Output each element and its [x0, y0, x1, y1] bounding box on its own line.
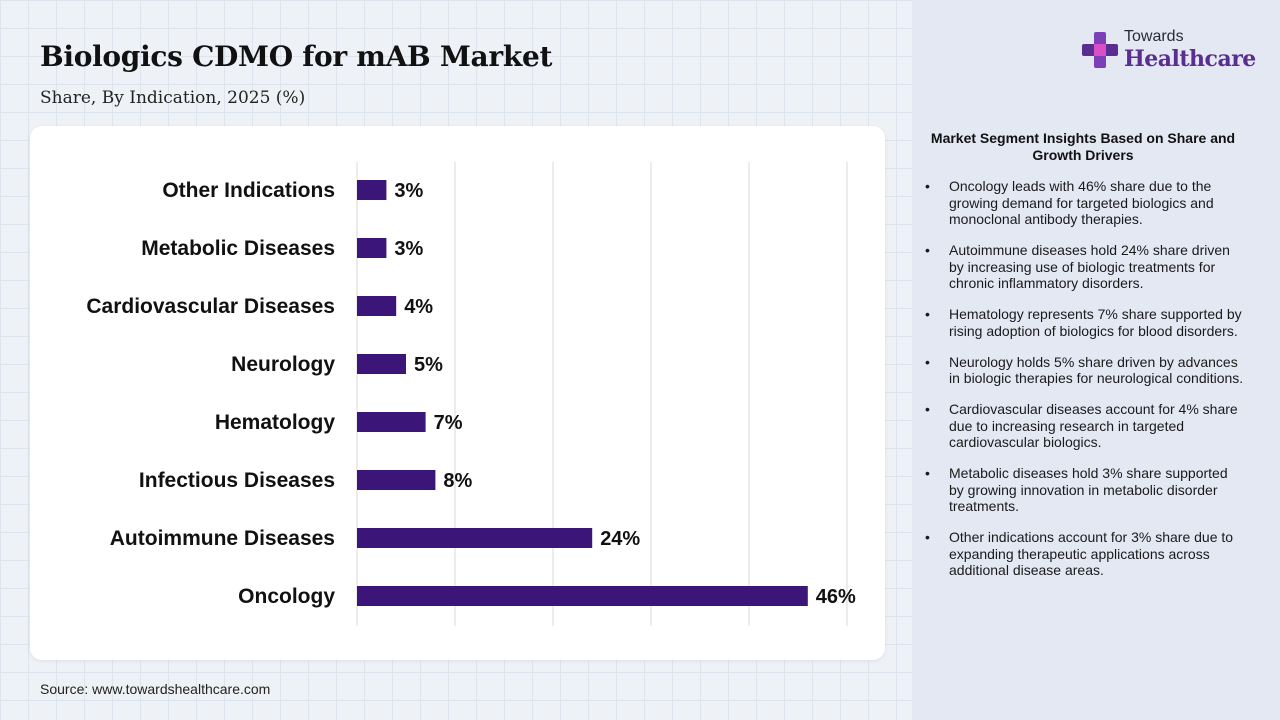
bullet-icon: • [925, 353, 930, 370]
plus-cross-logo-icon [1082, 32, 1118, 68]
bar [357, 354, 406, 374]
category-label: Hematology [215, 411, 336, 434]
bar [357, 180, 387, 200]
source-note: Source: www.towardshealthcare.com [40, 681, 271, 697]
insight-text: Cardiovascular diseases account for 4% s… [949, 401, 1238, 450]
insight-item: • Cardiovascular diseases account for 4% … [925, 401, 1245, 451]
logo-text-top: Towards [1124, 28, 1184, 45]
insights-heading: Market Segment Insights Based on Share a… [930, 130, 1236, 163]
category-label: Cardiovascular Diseases [86, 295, 335, 318]
bar [357, 586, 808, 606]
category-label: Oncology [238, 585, 335, 608]
bar-chart: Other Indications 3% Metabolic Diseases 3% C… [86, 162, 856, 626]
category-label: Neurology [231, 353, 335, 376]
insight-text: Autoimmune diseases hold 24% share drive… [949, 242, 1230, 291]
bullet-icon: • [925, 306, 930, 322]
data-label: 3% [394, 180, 423, 202]
chart-card: Other Indications 3% Metabolic Diseases 3% C… [30, 126, 885, 660]
insights-panel [912, 0, 1280, 720]
data-label: 5% [414, 354, 443, 376]
data-label: 4% [404, 296, 433, 318]
brand-logo: Towards Healthcare [1080, 26, 1260, 78]
insight-item: • Autoimmune diseases hold 24% share driv… [925, 242, 1245, 292]
bar [357, 296, 397, 316]
category-label: Metabolic Diseases [141, 237, 335, 260]
logo-text-bottom: Healthcare [1124, 46, 1256, 72]
insight-item: • Metabolic diseases hold 3% share suppor… [925, 465, 1245, 515]
bullet-icon: • [925, 178, 930, 194]
insight-text: Metabolic diseases hold 3% share support… [949, 465, 1228, 514]
bullet-icon: • [925, 401, 930, 417]
insight-item: • Oncology leads with 46% share due to th… [925, 178, 1245, 228]
data-label: 24% [600, 528, 640, 550]
bar [357, 470, 436, 490]
page-subtitle: Share, By Indication, 2025 (%) [40, 88, 306, 108]
insight-text: Other indications account for 3% share d… [949, 529, 1234, 578]
bar [357, 238, 387, 258]
insight-text: Oncology leads with 46% share due to the… [949, 178, 1214, 227]
insight-item: • Other indications account for 3% share … [925, 529, 1245, 579]
page-title: Biologics CDMO for mAB Market [40, 40, 553, 73]
data-label: 3% [394, 238, 423, 260]
bullet-icon: • [925, 529, 930, 545]
data-label: 46% [816, 586, 856, 608]
insight-text: Hematology represents 7% share supported… [949, 306, 1242, 339]
insight-item: • Neurology holds 5% share driven by adva… [925, 354, 1245, 387]
bar [357, 412, 426, 432]
insight-item: • Hematology represents 7% share supporte… [925, 306, 1245, 339]
insights-list: • Oncology leads with 46% share due to th… [925, 178, 1245, 593]
category-label: Infectious Diseases [139, 469, 335, 492]
data-label: 7% [434, 412, 463, 434]
bar [357, 528, 593, 548]
category-label: Other Indications [162, 179, 335, 202]
bullet-icon: • [925, 465, 930, 481]
bullet-icon: • [925, 242, 930, 258]
insight-text: Neurology holds 5% share driven by advan… [949, 353, 1244, 387]
category-label: Autoimmune Diseases [110, 527, 335, 550]
data-label: 8% [443, 470, 472, 492]
